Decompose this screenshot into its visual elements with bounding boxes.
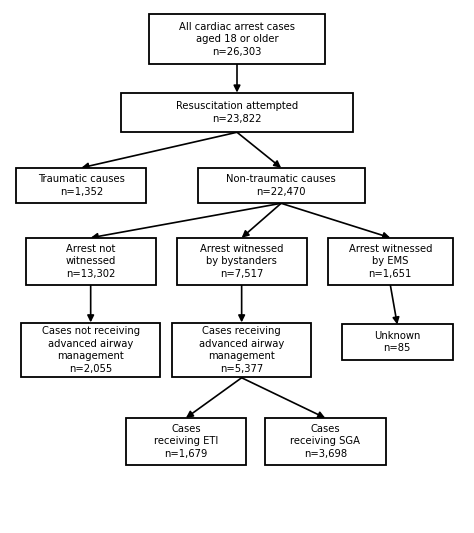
FancyBboxPatch shape: [121, 93, 353, 132]
FancyBboxPatch shape: [26, 238, 155, 285]
Text: Cases
receiving ETI
n=1,679: Cases receiving ETI n=1,679: [154, 424, 218, 459]
FancyBboxPatch shape: [21, 322, 160, 377]
Text: Non-traumatic causes
n=22,470: Non-traumatic causes n=22,470: [226, 174, 336, 197]
FancyBboxPatch shape: [198, 168, 365, 203]
Text: Arrest not
witnessed
n=13,302: Arrest not witnessed n=13,302: [65, 244, 116, 279]
Text: Traumatic causes
n=1,352: Traumatic causes n=1,352: [38, 174, 125, 197]
FancyBboxPatch shape: [172, 322, 311, 377]
Text: Cases not receiving
advanced airway
management
n=2,055: Cases not receiving advanced airway mana…: [42, 327, 140, 374]
FancyBboxPatch shape: [126, 418, 246, 465]
FancyBboxPatch shape: [149, 14, 325, 64]
Text: Unknown
n=85: Unknown n=85: [374, 331, 420, 353]
FancyBboxPatch shape: [177, 238, 307, 285]
Text: Arrest witnessed
by EMS
n=1,651: Arrest witnessed by EMS n=1,651: [348, 244, 432, 279]
Text: Resuscitation attempted
n=23,822: Resuscitation attempted n=23,822: [176, 101, 298, 124]
Text: All cardiac arrest cases
aged 18 or older
n=26,303: All cardiac arrest cases aged 18 or olde…: [179, 22, 295, 56]
FancyBboxPatch shape: [16, 168, 146, 203]
FancyBboxPatch shape: [328, 238, 453, 285]
Text: Cases
receiving SGA
n=3,698: Cases receiving SGA n=3,698: [290, 424, 360, 459]
FancyBboxPatch shape: [265, 418, 386, 465]
FancyBboxPatch shape: [341, 325, 453, 360]
Text: Cases receiving
advanced airway
management
n=5,377: Cases receiving advanced airway manageme…: [199, 327, 284, 374]
Text: Arrest witnessed
by bystanders
n=7,517: Arrest witnessed by bystanders n=7,517: [200, 244, 283, 279]
